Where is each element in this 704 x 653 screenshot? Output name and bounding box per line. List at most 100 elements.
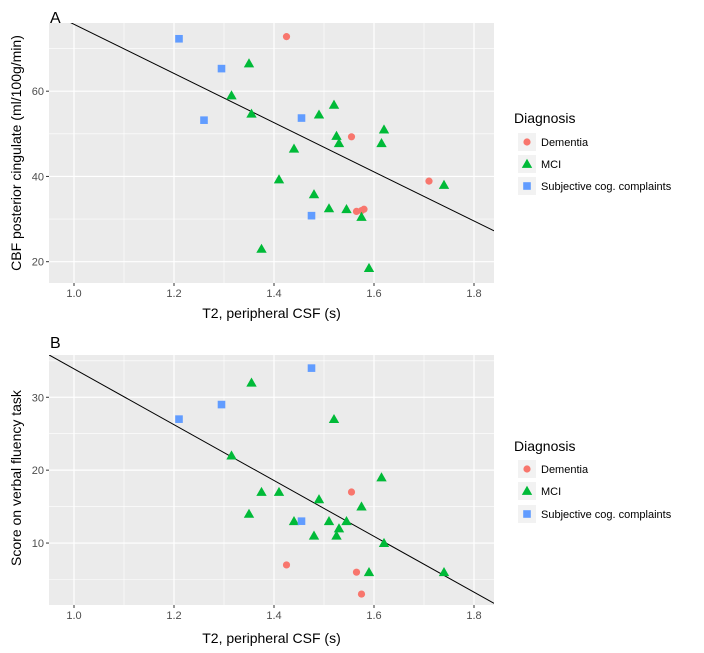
- panel-b-x-tick-label: 1.6: [366, 610, 381, 622]
- panel-a-point-mci: [438, 179, 450, 189]
- panel-b-point-mci: [288, 515, 300, 526]
- panel-b-legend-title: Diagnosis: [514, 438, 575, 454]
- panel-b-point-mci: [246, 377, 257, 387]
- panel-a-legend-keys: [518, 133, 536, 195]
- panel-a-point-mci: [273, 174, 285, 184]
- panel-a-point-mci: [256, 243, 267, 253]
- panel-a-point-mci: [313, 109, 325, 119]
- panel-b-point-dementia: [347, 488, 356, 496]
- panel-b-x-tick-label: 1.2: [166, 610, 181, 622]
- panel-b-point-mci: [438, 567, 450, 577]
- panel-b-legend-label-dementia: Dementia: [541, 464, 589, 476]
- panel-b-y-tick-label: 30: [32, 392, 44, 404]
- panel-b-point-dementia: [357, 590, 366, 598]
- panel-b-point-mci: [376, 472, 387, 482]
- panel-b-point-subjective-cog-complaints: [175, 415, 183, 423]
- panel-b-point-subjective-cog-complaints: [307, 364, 316, 372]
- panel-a-legend-key-subjective-cog-complaints: [523, 182, 531, 190]
- panel-a-legend-key-mci: [521, 158, 533, 168]
- panel-a-point-mci: [356, 211, 367, 221]
- panel-a-point-mci: [308, 189, 320, 199]
- panel-a-point-mci: [328, 99, 340, 109]
- panel-a-legend: Diagnosis Dementia MCI Subjective cog. c…: [514, 110, 672, 195]
- panel-b-point-subjective-cog-complaints: [297, 517, 306, 525]
- panel-a-point-dementia: [425, 177, 433, 185]
- panel-b-legend-key-mci: [521, 485, 533, 495]
- panel-b-point-mci: [273, 486, 285, 496]
- panel-a-point-mci: [333, 137, 345, 148]
- panel-b-point-dementia: [282, 561, 291, 569]
- panel-a-x-axis-title: T2, peripheral CSF (s): [202, 305, 340, 321]
- panel-a-plot-background: [49, 23, 494, 283]
- panel-b-legend-key-subjective-cog-complaints: [523, 510, 531, 518]
- panel-b-point-mci: [308, 530, 320, 540]
- panel-a-x-tick-label: 1.8: [466, 288, 481, 300]
- panel-a-point-mci: [323, 203, 335, 213]
- panel-a-legend-label-dementia: Dementia: [541, 137, 589, 149]
- panel-b-point-mci: [243, 508, 255, 518]
- panel-a-point-mci: [378, 124, 390, 134]
- panel-a: A 1.0 1.2 1.4 1.6 1.8 20 40 60 T2, peripheral C…: [8, 10, 494, 321]
- panel-a-legend-label-mci: MCI: [541, 159, 561, 171]
- panel-a-grid: [49, 23, 494, 283]
- panel-b-legend-key-dementia: [523, 465, 531, 473]
- panel-b-y-tick-label: 10: [32, 538, 44, 550]
- panel-a-y-tick-label: 60: [32, 86, 44, 98]
- panel-a-point-mci: [376, 137, 387, 148]
- panel-b-x-tick-label: 1.4: [266, 610, 281, 622]
- panel-a-point-dementia: [282, 33, 291, 41]
- panel-b-point-mci: [331, 530, 342, 540]
- panel-b-x-axis-title: T2, peripheral CSF (s): [202, 630, 340, 646]
- panel-a-y-tick-label: 40: [32, 171, 44, 183]
- panel-b-marks: [49, 355, 494, 604]
- panel-a-point-mci: [288, 143, 300, 153]
- panel-a-y-axis-title: CBF posterior cingulate (ml/100g/min): [8, 35, 24, 271]
- panel-b-legend: Diagnosis Dementia MCI Subjective cog. c…: [514, 438, 672, 523]
- panel-b-legend-keys: [518, 460, 536, 523]
- panel-b-point-mci: [363, 567, 375, 577]
- panel-b-y-tick-label: 20: [32, 465, 44, 477]
- panel-b-grid: [49, 355, 494, 605]
- panel-b-point-dementia: [352, 568, 361, 576]
- panel-b-x-tick-label: 1.0: [66, 610, 81, 622]
- panel-a-trend-line: [70, 23, 494, 232]
- panel-a-legend-label-scc: Subjective cog. complaints: [541, 181, 672, 193]
- panel-a-x-tick-label: 1.0: [66, 288, 81, 300]
- panel-b-point-mci: [226, 450, 237, 460]
- panel-a-point-mci: [331, 130, 342, 140]
- panel-a-tag: A: [50, 10, 61, 27]
- panel-b-legend-label-scc: Subjective cog. complaints: [541, 509, 672, 521]
- panel-a-point-mci: [226, 90, 237, 100]
- panel-a-ticks: 1.0 1.2 1.4 1.6 1.8 20 40 60: [32, 86, 482, 300]
- panel-a-y-tick-label: 20: [32, 257, 44, 269]
- panel-a-point-subjective-cog-complaints: [297, 114, 306, 122]
- panel-a-point-dementia: [347, 133, 356, 141]
- panel-a-x-tick-label: 1.2: [166, 288, 181, 300]
- panel-b-point-mci: [378, 537, 390, 547]
- panel-a-legend-title: Diagnosis: [514, 110, 575, 126]
- panel-a-x-tick-label: 1.6: [366, 288, 381, 300]
- panel-a-point-subjective-cog-complaints: [307, 211, 316, 220]
- panel-b-point-mci: [313, 494, 325, 504]
- panel-b-y-axis-title: Score on verbal fluency task: [8, 389, 24, 566]
- panel-b-x-tick-label: 1.8: [466, 610, 481, 622]
- panel-b-ticks: 1.0 1.2 1.4 1.6 1.8 10 20 30: [32, 392, 482, 622]
- panel-a-point-subjective-cog-complaints: [200, 116, 208, 124]
- panel-b-point-mci: [328, 413, 340, 424]
- panel-a-point-dementia: [360, 205, 368, 213]
- panel-a-x-tick-label: 1.4: [266, 288, 281, 300]
- panel-a-point-subjective-cog-complaints: [175, 34, 183, 43]
- panel-b-tag: B: [50, 335, 61, 352]
- panel-a-point-mci: [341, 204, 352, 214]
- panel-a-point-mci: [363, 262, 375, 272]
- panel-b-point-mci: [256, 486, 267, 496]
- panel-b-point-mci: [356, 501, 367, 511]
- panel-a-point-subjective-cog-complaints: [217, 64, 226, 73]
- panel-a-point-mci: [243, 58, 255, 68]
- panel-b-legend-label-mci: MCI: [541, 486, 561, 498]
- panel-b-point-mci: [341, 515, 352, 526]
- panel-b-point-mci: [323, 515, 335, 526]
- panel-a-marks: [70, 23, 494, 272]
- panel-b-point-mci: [333, 523, 345, 533]
